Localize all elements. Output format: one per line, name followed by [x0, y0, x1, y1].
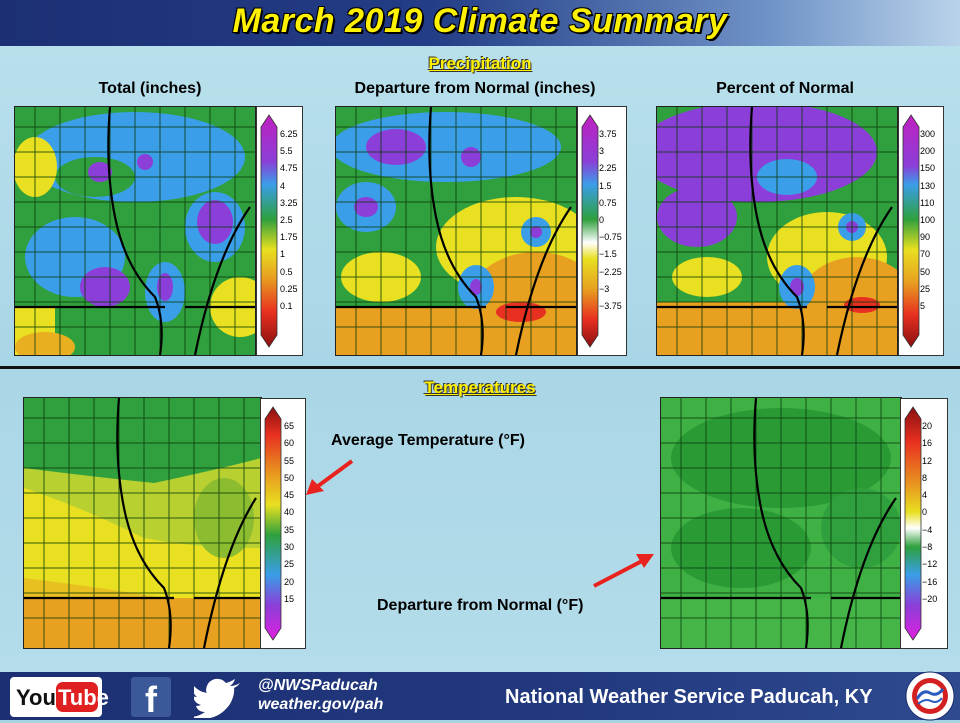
legend-label: 0.25: [280, 283, 298, 294]
precip-percent-map: [656, 106, 898, 356]
departure-from-normal-label: Departure from Normal (°F): [377, 597, 584, 614]
twitter-handle[interactable]: @NWSPaducah: [258, 677, 378, 694]
legend-label: 4.75: [280, 163, 298, 174]
youtube-you-text: You: [16, 685, 56, 710]
legend-label: 15: [284, 593, 295, 604]
precip-percent-map-graphic: [657, 107, 897, 355]
legend-label: −0.75: [599, 232, 622, 243]
temp-average-legend-labels: 65 60 55 50 45 40 35 30 25 20 15: [284, 418, 294, 608]
legend-label: −12: [922, 559, 938, 570]
legend-label: 1: [280, 249, 286, 260]
legend-label: 8: [922, 472, 928, 483]
legend-label: 200: [920, 146, 936, 157]
legend-label: −4: [922, 524, 933, 535]
twitter-icon[interactable]: [194, 678, 242, 718]
legend-label: 60: [284, 438, 295, 449]
legend-label: 90: [920, 232, 931, 243]
legend-label: 3: [599, 146, 605, 157]
legend-label: −3.75: [599, 301, 622, 312]
legend-label: 1.75: [280, 232, 298, 243]
legend-label: −16: [922, 576, 938, 587]
legend-label: 150: [920, 163, 936, 174]
temp-departure-map-graphic: [661, 398, 901, 648]
legend-label: 5.5: [280, 146, 293, 157]
precip-departure-title: Departure from Normal (inches): [354, 80, 596, 97]
legend-label: 25: [920, 283, 931, 294]
legend-label: 35: [284, 524, 295, 535]
page-title: March 2019 Climate Summary: [232, 2, 728, 40]
legend-label: 5: [920, 301, 926, 312]
precip-percent-title: Percent of Normal: [716, 80, 854, 97]
legend-label: 16: [922, 438, 933, 449]
temp-departure-legend: [900, 398, 948, 649]
legend-label: 2.5: [280, 215, 293, 226]
legend-label: 6.25: [280, 129, 298, 139]
precip-total-map: [14, 106, 256, 356]
legend-label: 0: [599, 215, 605, 226]
legend-label: 0.1: [280, 301, 293, 312]
legend-label: 1.5: [599, 180, 612, 191]
legend-label: 0.5: [280, 266, 293, 277]
legend-label: 65: [284, 421, 295, 431]
legend-label: 3.75: [599, 129, 617, 139]
legend-label: −2.25: [599, 266, 622, 277]
legend-label: 20: [284, 576, 295, 587]
legend-label: 3.25: [280, 197, 298, 208]
precip-total-legend: [256, 106, 303, 356]
legend-label: 30: [284, 542, 295, 553]
legend-label: 40: [284, 507, 295, 518]
precip-percent-legend-labels: 300 200 150 130 110 100 90 70 50 25 5: [920, 126, 935, 315]
legend-label: 130: [920, 180, 936, 191]
legend-label: 2.25: [599, 163, 617, 174]
precipitation-section-title: Precipitation: [428, 54, 532, 73]
temp-average-map: [23, 397, 262, 649]
precip-departure-map-graphic: [336, 107, 576, 355]
nws-logo-icon: [905, 671, 955, 721]
legend-label: −8: [922, 542, 933, 553]
legend-label: 12: [922, 455, 933, 466]
temp-average-legend: [260, 398, 306, 649]
precip-departure-legend: [577, 106, 627, 356]
office-name: National Weather Service Paducah, KY: [505, 686, 873, 708]
precip-departure-map: [335, 106, 577, 356]
legend-label: 45: [284, 490, 295, 501]
youtube-tube-badge: Tube: [56, 682, 109, 712]
legend-label: 0: [922, 507, 928, 518]
legend-label: 50: [284, 472, 295, 483]
precip-total-title: Total (inches): [98, 80, 202, 97]
section-divider: [0, 366, 960, 369]
legend-label: 70: [920, 249, 931, 260]
temp-departure-legend-labels: 20 16 12 8 4 0 −4 −8 −12 −16 −20: [922, 418, 937, 608]
legend-label: −1.5: [599, 249, 617, 260]
temp-average-map-graphic: [24, 398, 261, 648]
legend-label: 110: [920, 197, 935, 208]
legend-label: 4: [280, 180, 286, 191]
youtube-tube-text: Tube: [58, 685, 109, 710]
legend-label: 100: [920, 215, 936, 226]
legend-label: 55: [284, 455, 295, 466]
legend-label: 50: [920, 266, 931, 277]
legend-label: −3: [599, 283, 610, 294]
temperatures-section-title: Temperatures: [424, 378, 536, 397]
legend-label: 25: [284, 559, 295, 570]
temp-departure-map: [660, 397, 902, 649]
arrow-icon: [306, 459, 354, 495]
legend-label: −20: [922, 593, 938, 604]
precip-departure-legend-labels: 3.75 3 2.25 1.5 0.75 0 −0.75 −1.5 −2.25 …: [599, 126, 622, 315]
arrow-icon: [593, 554, 654, 588]
youtube-icon[interactable]: You Tube: [10, 677, 109, 717]
legend-label: 300: [920, 129, 936, 139]
legend-label: 0.75: [599, 197, 617, 208]
precip-total-legend-labels: 6.25 5.5 4.75 4 3.25 2.5 1.75 1 0.5 0.25…: [280, 126, 298, 315]
average-temperature-label: Average Temperature (°F): [331, 432, 526, 449]
facebook-letter: f: [145, 679, 157, 720]
legend-label: 20: [922, 421, 933, 431]
precip-percent-legend: [898, 106, 944, 356]
header-banner: [0, 0, 960, 46]
legend-label: 4: [922, 490, 928, 501]
facebook-icon[interactable]: f: [131, 677, 171, 720]
website-link[interactable]: weather.gov/pah: [258, 696, 384, 713]
precip-total-map-graphic: [15, 107, 255, 355]
